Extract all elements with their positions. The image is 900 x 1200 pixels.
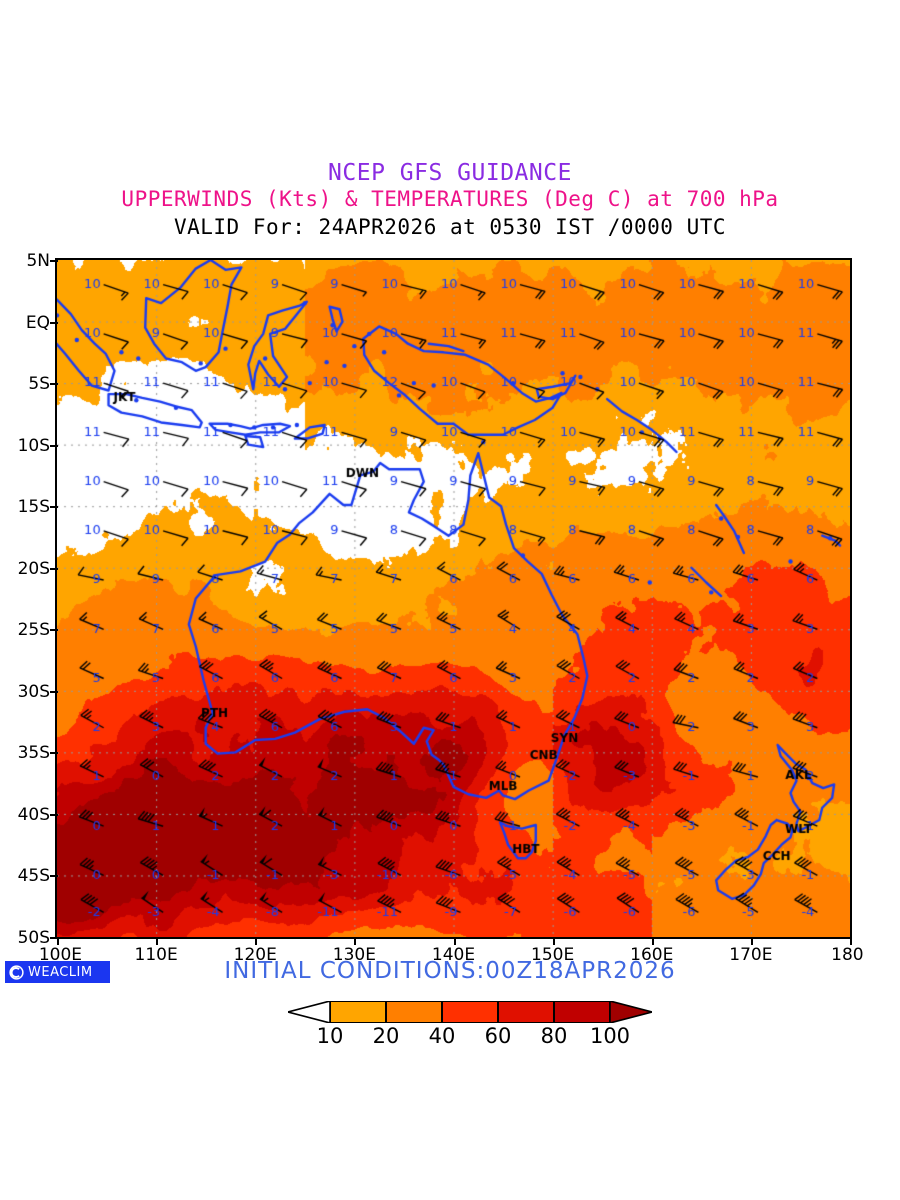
y-axis-tick: 15S (17, 497, 50, 518)
weaclim-circle-icon (9, 964, 24, 980)
colorbar-tick-label: 10 (316, 1024, 344, 1048)
x-tick-mark (57, 937, 59, 945)
colorbar-segment (442, 1001, 498, 1023)
weather-map-plot[interactable] (55, 258, 852, 939)
y-tick-mark (50, 629, 58, 632)
y-axis-tick: 25S (17, 620, 50, 641)
weaclim-logo: WEACLIM (5, 961, 110, 983)
y-tick-mark (50, 875, 58, 878)
x-axis-tick: 110E (134, 945, 178, 965)
colorbar-high-arrow (609, 999, 656, 1025)
x-tick-mark (156, 937, 159, 945)
colorbar (284, 999, 656, 1025)
colorbar-segment (330, 1001, 386, 1023)
y-axis-tick: 20S (17, 558, 50, 579)
x-tick-mark (552, 937, 555, 945)
colorbar-tick-label: 40 (428, 1024, 456, 1048)
y-tick-mark (50, 690, 58, 693)
x-tick-mark (850, 937, 852, 945)
x-tick-mark (354, 937, 357, 945)
x-axis-tick: 180 (831, 945, 864, 965)
x-tick-mark (453, 937, 456, 945)
colorbar-segment (386, 1001, 442, 1023)
colorbar-low-arrow (284, 999, 331, 1025)
x-axis-tick: 160E (630, 945, 674, 965)
colorbar-segment (554, 1001, 610, 1023)
x-axis-tick: 150E (531, 945, 575, 965)
y-axis-tick: 35S (17, 743, 50, 764)
x-axis-tick: 130E (332, 945, 376, 965)
x-tick-mark (651, 937, 654, 945)
colorbar-tick-label: 100 (589, 1024, 631, 1048)
y-axis-tick: 10S (17, 435, 50, 456)
y-axis-tick: 5N (26, 251, 50, 271)
y-tick-mark (50, 813, 58, 816)
y-tick-mark (50, 752, 58, 755)
x-axis-tick: 170E (729, 945, 773, 965)
y-axis-tick: 40S (17, 804, 50, 825)
title-line-variable: UPPERWINDS (Kts) & TEMPERATURES (Deg C) … (121, 187, 779, 211)
y-tick-mark (50, 444, 58, 447)
initial-conditions-label: INITIAL CONDITIONS:00Z18APR2026 (224, 958, 676, 984)
colorbar-tick-label: 20 (372, 1024, 400, 1048)
x-tick-mark (750, 937, 753, 945)
y-tick-mark (50, 321, 58, 324)
title-line-model: NCEP GFS GUIDANCE (328, 160, 572, 186)
x-axis-tick: 100E (38, 945, 83, 965)
colorbar-segment (498, 1001, 554, 1023)
y-axis-tick: 30S (17, 681, 50, 702)
x-tick-mark (255, 937, 258, 945)
x-axis-tick: 140E (431, 945, 476, 965)
y-tick-mark (50, 383, 58, 386)
y-axis-tick: EQ (25, 312, 50, 333)
weaclim-logo-text: WEACLIM (28, 964, 93, 980)
colorbar-tick-label: 80 (540, 1024, 568, 1048)
y-tick-mark (50, 260, 58, 262)
x-axis-tick: 120E (233, 945, 277, 965)
map-canvas (57, 260, 850, 937)
y-tick-mark (50, 937, 58, 939)
y-tick-mark (50, 567, 58, 570)
chart-title-block: NCEP GFS GUIDANCE UPPERWINDS (Kts) & TEM… (0, 160, 900, 241)
y-tick-mark (50, 506, 58, 509)
y-axis-tick: 45S (17, 866, 50, 887)
title-line-valid-time: VALID For: 24APR2026 at 0530 IST /0000 U… (173, 215, 726, 239)
colorbar-tick-label: 60 (484, 1024, 512, 1048)
y-axis-tick: 5S (28, 374, 50, 395)
y-axis-tick: 50S (17, 928, 50, 948)
